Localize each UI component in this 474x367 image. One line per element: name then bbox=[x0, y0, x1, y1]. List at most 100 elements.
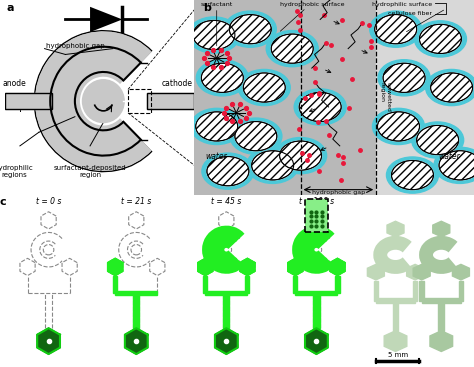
Polygon shape bbox=[438, 301, 444, 331]
Polygon shape bbox=[430, 331, 453, 352]
Circle shape bbox=[191, 108, 243, 145]
Circle shape bbox=[392, 160, 433, 190]
Circle shape bbox=[383, 63, 425, 92]
Circle shape bbox=[419, 24, 461, 54]
Polygon shape bbox=[335, 276, 339, 293]
Bar bbox=[147, 93, 194, 109]
Text: surfactant: surfactant bbox=[201, 2, 233, 7]
Text: hydrophobic gap: hydrophobic gap bbox=[46, 43, 105, 49]
Circle shape bbox=[235, 121, 277, 151]
Text: water: water bbox=[438, 153, 460, 161]
Polygon shape bbox=[198, 258, 213, 276]
Polygon shape bbox=[452, 264, 469, 280]
Text: d: d bbox=[369, 197, 377, 207]
Text: t = 0 s: t = 0 s bbox=[36, 197, 61, 206]
Bar bbox=[147, 93, 194, 109]
Circle shape bbox=[386, 157, 438, 193]
Polygon shape bbox=[367, 264, 384, 280]
Polygon shape bbox=[223, 293, 229, 328]
Polygon shape bbox=[293, 276, 298, 293]
Text: t = 21 s: t = 21 s bbox=[121, 197, 151, 206]
Polygon shape bbox=[459, 281, 463, 301]
Circle shape bbox=[196, 112, 237, 141]
Circle shape bbox=[370, 11, 422, 47]
Circle shape bbox=[271, 34, 313, 63]
Circle shape bbox=[377, 112, 419, 141]
Circle shape bbox=[274, 138, 327, 174]
Circle shape bbox=[193, 21, 235, 50]
Polygon shape bbox=[240, 258, 255, 276]
Circle shape bbox=[82, 80, 124, 123]
Text: b: b bbox=[203, 3, 210, 13]
Circle shape bbox=[201, 63, 243, 92]
Text: hydrophilic surface: hydrophilic surface bbox=[372, 2, 432, 7]
Circle shape bbox=[426, 69, 474, 106]
Circle shape bbox=[266, 30, 318, 67]
Polygon shape bbox=[288, 258, 303, 276]
Polygon shape bbox=[37, 328, 60, 354]
Circle shape bbox=[414, 21, 466, 57]
Polygon shape bbox=[413, 281, 417, 301]
Circle shape bbox=[202, 153, 254, 189]
Circle shape bbox=[224, 11, 276, 47]
Circle shape bbox=[417, 126, 459, 155]
Bar bbox=[5, 93, 52, 109]
Text: t = 45 s: t = 45 s bbox=[211, 197, 241, 206]
Circle shape bbox=[280, 141, 321, 170]
Circle shape bbox=[299, 92, 341, 121]
Circle shape bbox=[378, 60, 430, 96]
Circle shape bbox=[439, 151, 474, 180]
Circle shape bbox=[207, 157, 249, 186]
Circle shape bbox=[201, 63, 243, 92]
Polygon shape bbox=[374, 281, 378, 301]
Polygon shape bbox=[108, 258, 123, 276]
Circle shape bbox=[375, 15, 417, 44]
Text: hydrophobic surface: hydrophobic surface bbox=[280, 2, 344, 7]
Circle shape bbox=[431, 73, 473, 102]
Circle shape bbox=[434, 147, 474, 184]
Polygon shape bbox=[203, 276, 208, 293]
Bar bbox=[128, 90, 151, 113]
Text: c: c bbox=[0, 197, 6, 207]
Circle shape bbox=[271, 34, 313, 63]
Circle shape bbox=[383, 63, 425, 92]
Circle shape bbox=[243, 73, 285, 102]
Text: hydrophilic
regions: hydrophilic regions bbox=[0, 165, 34, 178]
Polygon shape bbox=[309, 212, 324, 229]
Circle shape bbox=[417, 126, 459, 155]
Text: water: water bbox=[206, 153, 227, 161]
Polygon shape bbox=[407, 264, 424, 280]
Circle shape bbox=[243, 73, 285, 102]
Polygon shape bbox=[115, 291, 157, 295]
Polygon shape bbox=[376, 298, 415, 303]
Circle shape bbox=[246, 147, 299, 184]
Circle shape bbox=[196, 60, 248, 96]
Circle shape bbox=[193, 21, 235, 50]
Bar bbox=[194, 0, 376, 195]
Polygon shape bbox=[125, 328, 148, 354]
Circle shape bbox=[439, 151, 474, 180]
Polygon shape bbox=[330, 258, 345, 276]
Circle shape bbox=[373, 108, 425, 145]
Text: anode: anode bbox=[3, 79, 27, 87]
Polygon shape bbox=[245, 276, 249, 293]
Circle shape bbox=[229, 15, 271, 44]
Text: 5 mm: 5 mm bbox=[388, 352, 408, 357]
Polygon shape bbox=[413, 264, 430, 280]
Circle shape bbox=[235, 121, 277, 151]
Circle shape bbox=[294, 89, 346, 125]
Circle shape bbox=[299, 92, 341, 121]
Text: t = 106 s: t = 106 s bbox=[299, 197, 334, 206]
Polygon shape bbox=[433, 221, 450, 237]
Text: a: a bbox=[7, 3, 14, 13]
Polygon shape bbox=[215, 328, 238, 354]
Text: cellulose fiber: cellulose fiber bbox=[388, 11, 432, 16]
Circle shape bbox=[252, 151, 293, 180]
Circle shape bbox=[252, 151, 293, 180]
Bar bbox=[305, 199, 328, 232]
Polygon shape bbox=[313, 293, 319, 328]
Bar bbox=[376, 0, 474, 195]
Polygon shape bbox=[305, 328, 328, 354]
Polygon shape bbox=[392, 301, 398, 331]
Polygon shape bbox=[422, 298, 461, 303]
